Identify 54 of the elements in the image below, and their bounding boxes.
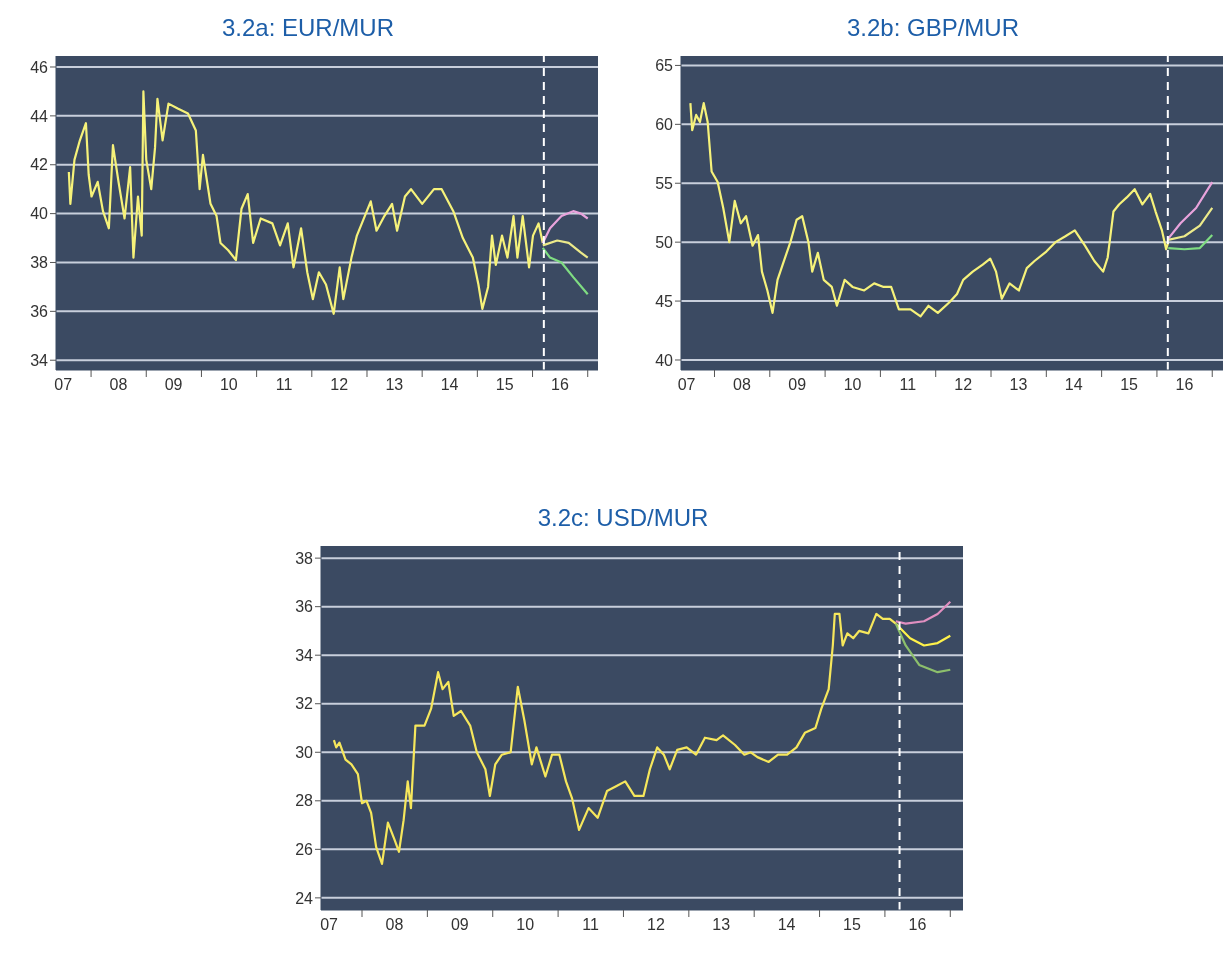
x-tick-label: 16 [1175, 376, 1194, 393]
x-tick-label: 07 [677, 376, 696, 393]
x-tick-label: 11 [899, 376, 917, 393]
y-tick-label: 65 [655, 57, 674, 75]
y-tick-label: 36 [295, 598, 314, 616]
x-tick-label: 12 [330, 376, 349, 393]
x-tick-label: 15 [1120, 376, 1139, 393]
x-tick-label: 08 [385, 916, 404, 933]
x-tick-label: 09 [788, 376, 807, 393]
x-tick-label: 15 [843, 916, 861, 933]
y-tick-label: 42 [30, 156, 49, 174]
x-tick-label: 08 [733, 376, 751, 393]
x-tick-label: 11 [582, 916, 599, 933]
y-tick-label: 60 [655, 116, 674, 134]
chart-title: 3.2c: USD/MUR [536, 503, 710, 533]
y-tick-label: 36 [30, 303, 49, 321]
y-tick-label: 28 [295, 792, 314, 810]
x-tick-label: 15 [495, 376, 514, 393]
x-tick-label: 10 [843, 376, 862, 393]
x-tick-label: 12 [647, 916, 665, 933]
x-tick-label: 13 [385, 376, 404, 393]
y-tick-label: 26 [295, 841, 314, 859]
y-tick-label: 24 [295, 889, 314, 907]
y-tick-label: 34 [30, 351, 49, 369]
y-tick-label: 40 [30, 205, 49, 223]
y-tick-label: 44 [30, 107, 49, 125]
y-tick-label: 30 [295, 743, 314, 761]
x-tick-label: 10 [516, 916, 535, 933]
x-tick-label: 14 [1064, 376, 1083, 393]
chart-title: 3.2b: GBP/MUR [845, 13, 1021, 43]
x-tick-label: 13 [1009, 376, 1028, 393]
y-tick-label: 38 [295, 549, 314, 567]
x-tick-label: 14 [440, 376, 459, 393]
y-tick-label: 34 [295, 646, 314, 664]
x-tick-label: 16 [551, 376, 569, 393]
y-tick-label: 32 [295, 695, 314, 713]
y-tick-label: 45 [655, 292, 674, 310]
x-tick-label: 16 [908, 916, 927, 933]
x-tick-label: 13 [712, 916, 731, 933]
x-tick-label: 09 [450, 916, 469, 933]
y-tick-label: 55 [655, 174, 674, 192]
y-tick-label: 38 [30, 254, 49, 272]
x-tick-label: 12 [954, 376, 973, 393]
x-tick-label: 08 [109, 376, 128, 393]
x-tick-label: 07 [54, 376, 73, 393]
y-tick-label: 40 [655, 351, 674, 369]
y-tick-label: 46 [30, 58, 49, 76]
y-tick-label: 50 [655, 233, 674, 251]
x-tick-label: 09 [164, 376, 183, 393]
chart-title: 3.2a: EUR/MUR [220, 13, 395, 43]
x-tick-label: 07 [320, 916, 339, 933]
x-tick-label: 10 [219, 376, 238, 393]
x-tick-label: 14 [777, 916, 796, 933]
x-tick-label: 11 [275, 376, 293, 393]
